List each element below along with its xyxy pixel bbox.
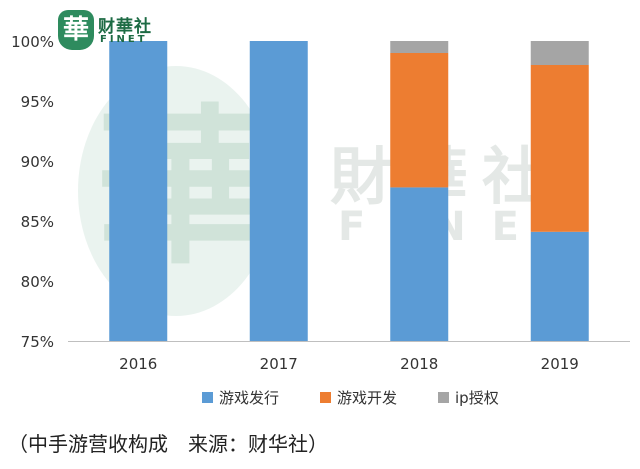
- bar-segment: [530, 231, 589, 341]
- legend-swatch: [438, 392, 449, 403]
- finet-logo: 華 财華社 FINET: [58, 10, 170, 58]
- legend-swatch: [202, 392, 213, 403]
- bar-segment: [390, 53, 449, 188]
- x-tick-label: 2016: [119, 355, 157, 373]
- y-tick-label: 90%: [21, 153, 54, 171]
- legend-label: 游戏开发: [337, 389, 397, 407]
- x-tick-label: 2018: [400, 355, 438, 373]
- logo-text-cn: 财華社: [98, 17, 152, 37]
- bar-segment: [390, 41, 449, 53]
- stacked-bar-chart: 75% 80% 85% 90% 95% 100% 2016 2017 2018 2019 游戏发行 游…: [11, 33, 630, 407]
- y-tick-label: 95%: [21, 93, 54, 111]
- y-tick-label: 80%: [21, 273, 54, 291]
- logo-mark-icon: 華: [58, 10, 94, 50]
- legend-swatch: [320, 392, 331, 403]
- x-tick-label: 2019: [541, 355, 579, 373]
- y-tick-label: 100%: [11, 33, 54, 51]
- bar-segment: [390, 187, 449, 341]
- chart-caption: （中手游营收构成 来源：财华社）: [8, 432, 328, 456]
- bar-segment: [249, 41, 308, 341]
- bar-segment: [530, 65, 589, 232]
- x-tick-label: 2017: [260, 355, 298, 373]
- y-tick-label: 85%: [21, 213, 54, 231]
- legend-label: 游戏发行: [219, 389, 279, 407]
- bar-segment: [109, 41, 168, 341]
- y-tick-label: 75%: [21, 333, 54, 351]
- bar-segment: [530, 41, 589, 65]
- logo-text-en: FINET: [100, 34, 148, 45]
- legend-label: ip授权: [455, 389, 499, 407]
